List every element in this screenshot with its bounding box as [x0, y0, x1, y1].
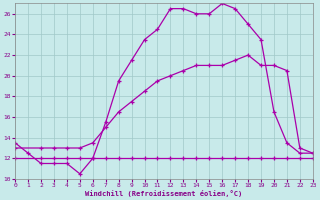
X-axis label: Windchill (Refroidissement éolien,°C): Windchill (Refroidissement éolien,°C): [85, 190, 243, 197]
